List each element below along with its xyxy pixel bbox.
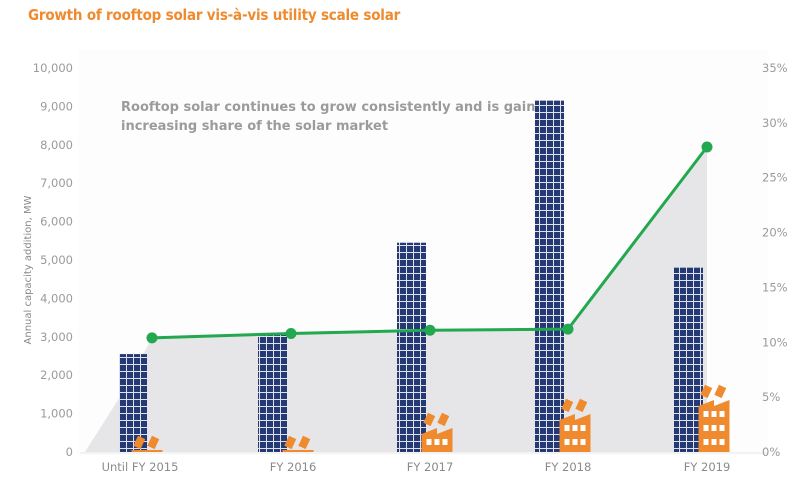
- y-tick-label: 4,000: [40, 291, 73, 305]
- y-tick-label: 7,000: [40, 176, 73, 190]
- bar-5: [674, 267, 703, 452]
- bar-3: [397, 242, 426, 452]
- y-tick-label: 3,000: [40, 330, 73, 344]
- share-point-1: [146, 332, 158, 344]
- share-point-3: [424, 324, 436, 336]
- y-tick-label: 8,000: [40, 138, 73, 152]
- bar-2: [258, 332, 287, 452]
- x-tick-label: FY 2017: [407, 460, 454, 474]
- share-point-2: [285, 328, 297, 340]
- y2-tick-label: 20%: [762, 226, 788, 240]
- x-tick-label: FY 2019: [684, 460, 731, 474]
- x-tick-label: FY 2018: [545, 460, 592, 474]
- annotation-line: increasing share of the solar market: [121, 119, 388, 134]
- y2-tick-label: 5%: [762, 390, 780, 404]
- y-tick-label: 2,000: [40, 368, 73, 382]
- bar-1: [119, 354, 148, 452]
- bar-4: [535, 100, 564, 452]
- annotation-line: Rooftop solar continues to grow consiste…: [121, 100, 559, 115]
- x-tick-label: FY 2016: [270, 460, 317, 474]
- y2-tick-label: 10%: [762, 335, 788, 349]
- y-tick-label: 6,000: [40, 215, 73, 229]
- factory-solar-icon: [421, 412, 453, 452]
- y2-tick-label: 25%: [762, 171, 788, 185]
- y2-tick-label: 35%: [762, 61, 788, 75]
- factory-solar-icon: [131, 435, 163, 452]
- y-tick-label: 9,000: [40, 99, 73, 113]
- factory-solar-icon: [559, 398, 591, 452]
- y-axis-label: Annual capacity addition, MW: [23, 195, 34, 344]
- y2-tick-label: 30%: [762, 116, 788, 130]
- y-tick-label: 1,000: [40, 407, 73, 421]
- y-tick-label: 10,000: [33, 61, 73, 75]
- x-tick-label: Until FY 2015: [102, 460, 179, 474]
- chart-title: Growth of rooftop solar vis-à-vis utilit…: [28, 6, 401, 24]
- factory-solar-icon: [698, 384, 730, 452]
- y-tick-label: 5,000: [40, 253, 73, 267]
- y-tick-label: 0: [66, 445, 73, 459]
- factory-solar-icon: [282, 435, 314, 452]
- share-point-5: [701, 141, 713, 153]
- y2-tick-label: 15%: [762, 280, 788, 294]
- share-point-4: [562, 323, 574, 335]
- y2-tick-label: 0%: [762, 445, 780, 459]
